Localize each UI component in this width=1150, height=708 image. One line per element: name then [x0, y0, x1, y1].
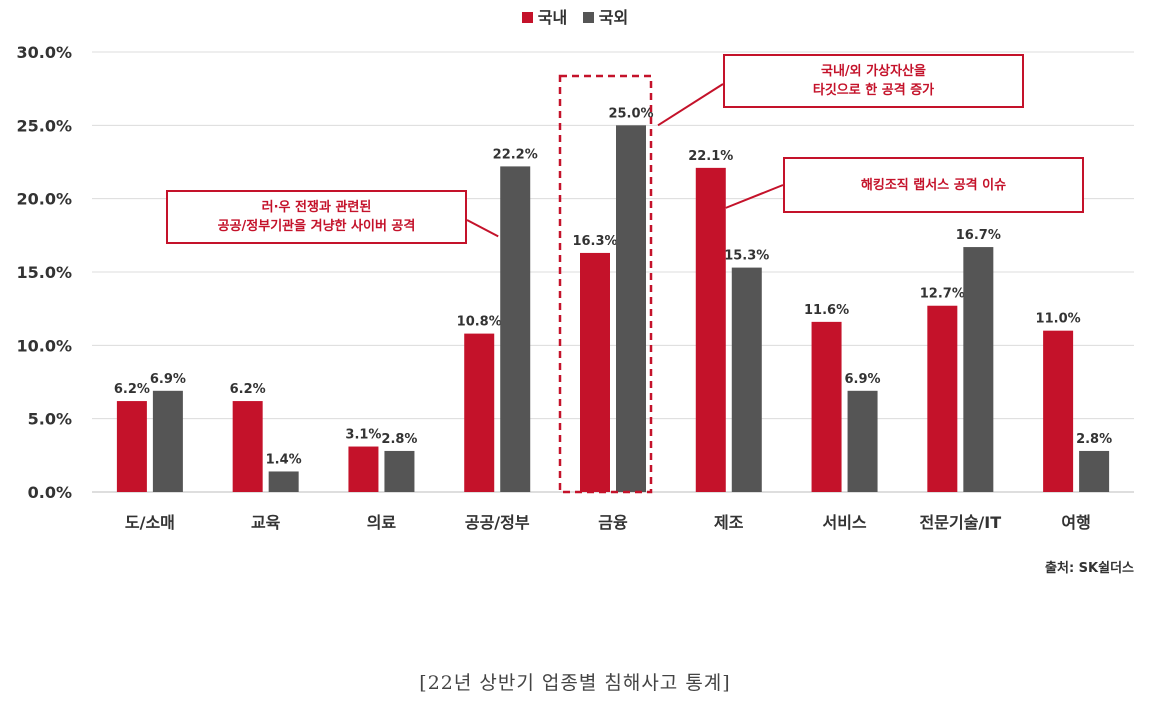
y-tick-label: 0.0%	[28, 483, 72, 502]
data-label: 2.8%	[1076, 432, 1112, 447]
legend-item-domestic: 국내	[521, 4, 568, 28]
data-label: 10.8%	[457, 315, 502, 330]
legend: 국내 국외	[0, 4, 1150, 28]
bar-domestic	[348, 446, 379, 492]
annotation-lines	[466, 74, 784, 494]
data-label: 6.2%	[114, 382, 150, 397]
x-tick-label: 전문기술/IT	[920, 513, 1002, 532]
y-axis: 0.0% 5.0% 10.0% 15.0% 20.0% 25.0% 30.0%	[16, 43, 72, 502]
data-label: 15.3%	[724, 249, 769, 264]
data-label: 22.1%	[688, 149, 733, 164]
callout-public-gov-line1: 러·우 전쟁과 관련된	[261, 200, 372, 215]
callout-connector	[725, 184, 784, 209]
figure-caption: [22년 상반기 업종별 침해사고 통계]	[419, 672, 731, 694]
data-label: 12.7%	[920, 287, 965, 302]
bar-domestic	[232, 401, 263, 492]
data-label: 6.9%	[845, 372, 881, 387]
bar-foreign	[847, 390, 878, 492]
y-tick-label: 15.0%	[16, 263, 72, 282]
y-tick-label: 20.0%	[16, 190, 72, 209]
bars: 6.2% 6.2% 3.1% 10.8% 16.3% 22.1% 11.6% 12.7% 11.…	[114, 106, 1112, 492]
callout-public-gov-line2: 공공/정부기관을 겨냥한 사이버 공격	[217, 219, 416, 234]
x-tick-label: 여행	[1061, 513, 1090, 532]
callout-finance: 국내/외 가상자산을 타깃으로 한 공격 증가	[723, 54, 1024, 108]
bar-foreign	[500, 166, 531, 492]
highlight-box	[558, 74, 653, 494]
x-tick-label: 의료	[367, 513, 397, 532]
x-tick-label: 교육	[251, 513, 281, 532]
callout-connector	[466, 219, 499, 238]
data-label: 6.9%	[150, 372, 186, 387]
legend-item-foreign: 국외	[582, 4, 629, 28]
bar-domestic	[580, 252, 610, 492]
data-label: 1.4%	[266, 452, 302, 467]
data-label: 3.1%	[345, 428, 381, 443]
data-label: 25.0%	[608, 106, 653, 121]
callout-public-gov: 러·우 전쟁과 관련된 공공/정부기관을 겨냥한 사이버 공격	[166, 190, 467, 244]
legend-label-domestic: 국내	[537, 8, 568, 27]
data-label: 11.6%	[804, 303, 849, 318]
x-tick-label: 서비스	[822, 513, 866, 532]
data-label: 16.3%	[572, 234, 617, 249]
x-tick-label: 제조	[714, 513, 744, 532]
bar-foreign	[268, 471, 299, 492]
bar-foreign	[731, 267, 762, 492]
bar-domestic	[116, 401, 147, 492]
bar-domestic	[464, 333, 495, 492]
callout-finance-line1: 국내/외 가상자산을	[821, 64, 926, 79]
data-label: 6.2%	[230, 382, 266, 397]
y-tick-label: 30.0%	[16, 43, 72, 62]
legend-swatch-foreign	[582, 12, 594, 23]
y-tick-label: 25.0%	[16, 116, 72, 135]
bar-foreign	[1079, 450, 1110, 492]
x-tick-label: 도/소매	[125, 513, 175, 532]
x-tick-label: 공공/정부	[465, 513, 530, 532]
bar-domestic	[695, 167, 726, 492]
bar-foreign	[963, 247, 994, 492]
x-axis: 도/소매 교육 의료 공공/정부 금융 제조 서비스 전문기술/IT 여행	[125, 513, 1091, 532]
bar-domestic	[927, 305, 958, 492]
y-tick-label: 10.0%	[16, 336, 72, 355]
data-label: 2.8%	[381, 432, 417, 447]
bar-domestic	[811, 321, 842, 492]
bar-foreign	[616, 125, 646, 492]
x-tick-label: 금융	[598, 513, 628, 532]
legend-swatch-domestic	[521, 12, 533, 23]
source-note: 출처: SK쉴더스	[1045, 561, 1134, 576]
callout-manufacturing: 해킹조직 랩서스 공격 이슈	[783, 157, 1084, 213]
data-label: 11.0%	[1036, 312, 1081, 327]
callout-finance-line2: 타깃으로 한 공격 증가	[812, 83, 935, 98]
bar-foreign	[152, 390, 183, 492]
data-label: 16.7%	[956, 228, 1001, 243]
y-tick-label: 5.0%	[28, 410, 72, 429]
bar-domestic	[1043, 330, 1074, 492]
bar-foreign	[384, 450, 415, 492]
data-label: 22.2%	[493, 147, 538, 162]
legend-label-foreign: 국외	[598, 8, 629, 27]
callout-manufacturing-line1: 해킹조직 랩서스 공격 이슈	[860, 177, 1007, 193]
callout-connector	[657, 83, 724, 127]
